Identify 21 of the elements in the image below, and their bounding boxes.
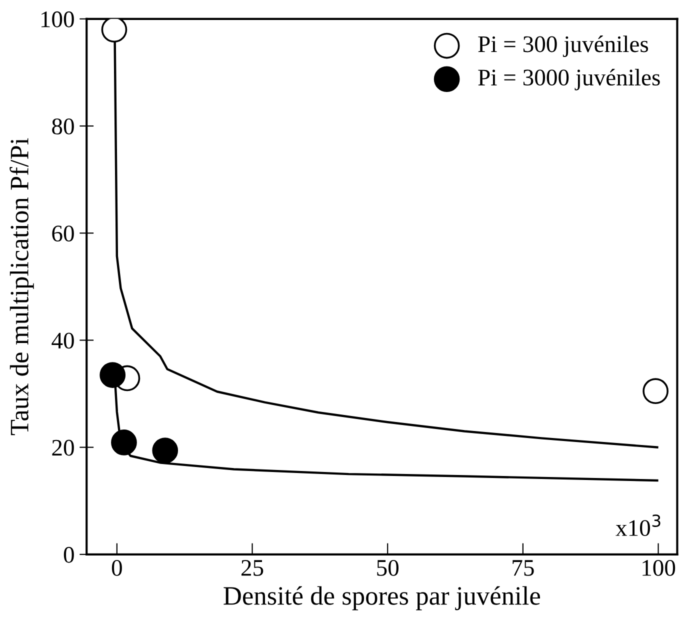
legend-label: Pi = 300 juvéniles xyxy=(478,36,648,57)
point xyxy=(100,362,126,388)
point xyxy=(642,378,669,404)
y-tick-label: 40 xyxy=(52,332,74,349)
legend-label: Pi = 3000 juvéniles xyxy=(478,68,660,90)
x-tick-label: 75 xyxy=(512,560,534,576)
y-tick-label: 60 xyxy=(52,226,74,242)
point xyxy=(101,18,128,43)
x-tick-label: 0 xyxy=(112,560,122,576)
x-tick-label: 25 xyxy=(242,560,264,576)
point xyxy=(111,430,137,456)
x-tick-label: 50 xyxy=(377,560,399,576)
x-tick-label: 100 xyxy=(642,560,676,576)
y-axis-title: Taux de multiplication Pf/Pi xyxy=(10,138,34,436)
x-axis-title: Densité de spores par juvénile xyxy=(224,586,540,610)
annotation: x10$^{3}$ xyxy=(616,514,660,536)
y-tick-label: 100 xyxy=(41,11,74,28)
point xyxy=(152,438,178,464)
y-tick-label: 0 xyxy=(64,546,74,563)
y-tick-label: 20 xyxy=(52,440,74,456)
y-tick-label: 80 xyxy=(52,118,74,134)
